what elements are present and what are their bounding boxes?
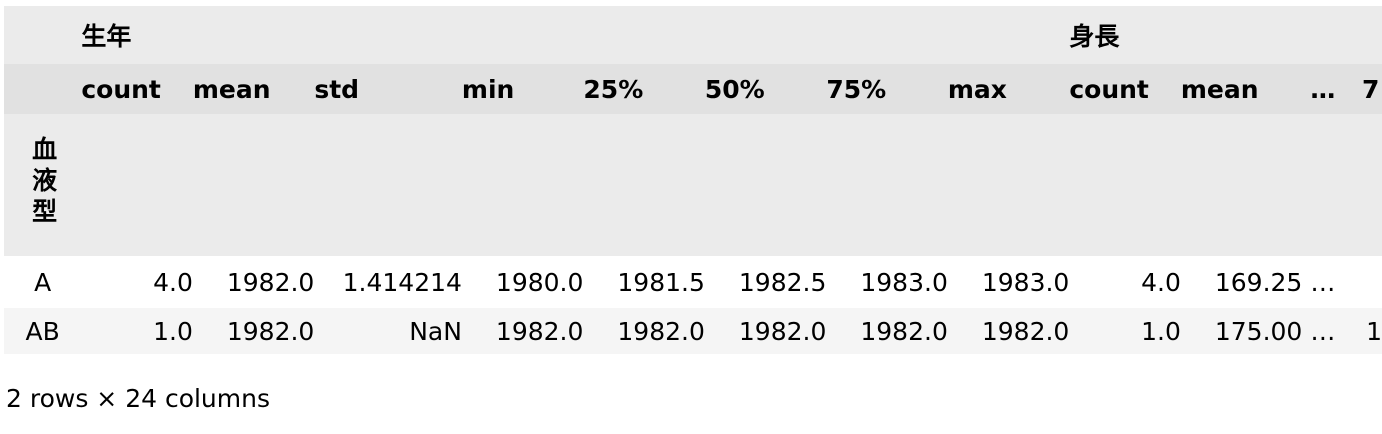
column-header: min [461, 74, 515, 104]
table-cell: 1980.0 [495, 267, 584, 297]
column-header: mean [192, 74, 271, 104]
table-cell: 169.25 [1214, 267, 1303, 297]
table-cell: 4.0 [1141, 267, 1181, 297]
table-cell: 4.0 [153, 267, 193, 297]
column-header: count [1069, 74, 1149, 104]
header-row-columns: count mean std min 25% 50% 75% max count… [4, 64, 1382, 114]
table-row: A 4.0 1982.0 1.414214 1980.0 1981.5 1982… [4, 256, 1382, 308]
table-cell: 1982.0 [226, 316, 315, 346]
table-cell-ellipsis: … [1310, 267, 1336, 297]
row-index: A [34, 267, 52, 297]
table-cell: 1983.0 [860, 267, 948, 297]
table-cell: 175.00 [1214, 316, 1303, 346]
table-cell: 1982.0 [226, 267, 315, 297]
index-name: 血液型 [28, 135, 58, 229]
table-cell: NaN [409, 316, 462, 346]
table-cell: 1982.5 [738, 267, 827, 297]
table-cell: 1983.0 [981, 267, 1070, 297]
table-cell: 1.414214 [342, 267, 462, 297]
row-index: AB [25, 316, 60, 346]
header-row-index-name: 血液型 [4, 114, 1382, 256]
header-corner [4, 6, 81, 64]
table-row: AB 1.0 1982.0 NaN 1982.0 1982.0 1982.0 1… [4, 308, 1382, 354]
table-summary: 2 rows × 24 columns [6, 384, 271, 413]
column-header: 7 [1361, 74, 1380, 104]
column-header-ellipsis: … [1310, 74, 1336, 104]
table-cell-ellipsis: … [1310, 316, 1336, 346]
table-cell: 1 [1366, 316, 1382, 346]
column-header: count [81, 74, 161, 104]
header-row-groups: 生年 身長 [4, 6, 1382, 64]
column-header: 75% [826, 74, 887, 104]
table-cell: 1982.0 [495, 316, 584, 346]
table-cell: 1982.0 [981, 316, 1070, 346]
column-group-header: 生年 [81, 22, 132, 51]
column-header: max [947, 74, 1007, 104]
column-header: mean [1180, 74, 1259, 104]
table-cell [1362, 256, 1382, 308]
column-group-header: 身長 [1069, 22, 1120, 51]
column-header: 25% [583, 74, 644, 104]
describe-table: 生年 身長 count mean std min 25% 50 [4, 6, 1382, 354]
table-cell: 1.0 [153, 316, 193, 346]
table-cell: 1982.0 [738, 316, 827, 346]
column-header: 50% [704, 74, 765, 104]
column-header: std [314, 74, 360, 104]
table-cell: 1981.5 [617, 267, 705, 297]
table-cell: 1.0 [1141, 316, 1181, 346]
table-cell: 1982.0 [860, 316, 948, 346]
table-cell: 1982.0 [617, 316, 705, 346]
